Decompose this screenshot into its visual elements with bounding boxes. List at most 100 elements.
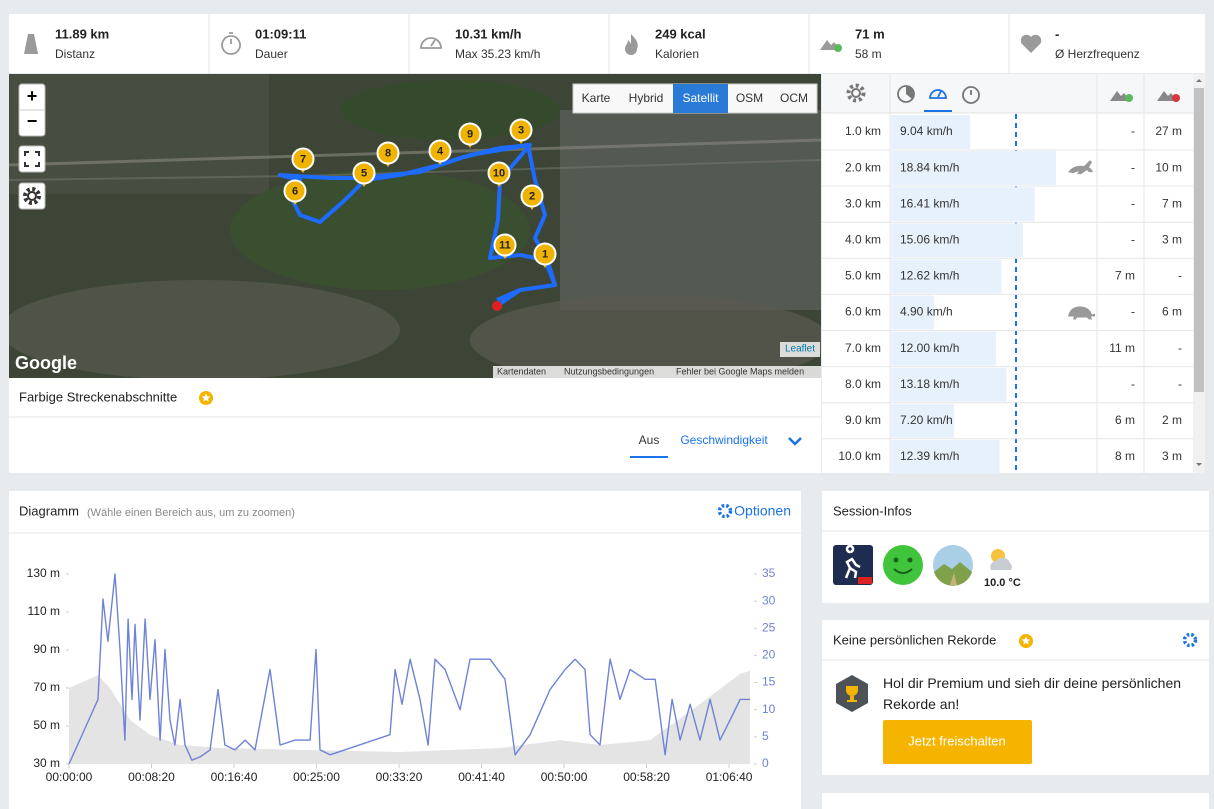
road	[9, 138, 821, 167]
elevation-area	[69, 670, 750, 764]
marker-label: 2	[529, 190, 535, 202]
split-descent: 3 m	[1162, 232, 1182, 246]
x-tick-label: 00:50:00	[541, 770, 588, 784]
layer-button[interactable]: Hybrid	[629, 91, 664, 105]
marker-label: 9	[467, 128, 473, 140]
descent-icon	[1157, 91, 1177, 101]
marker[interactable]	[376, 141, 400, 165]
stat-value: 01:09:11	[255, 26, 306, 41]
smile	[893, 568, 913, 574]
marker-label: 1	[542, 248, 548, 260]
gear-icon	[23, 187, 41, 205]
terrain	[9, 74, 269, 194]
y2-tick-label: 0	[762, 756, 769, 770]
attribution[interactable]: Fehler bei Google Maps melden	[676, 366, 804, 376]
leaflet-link[interactable]: Leaflet	[785, 344, 815, 355]
marker-label: 6	[292, 185, 298, 197]
stat-label: Kalorien	[655, 47, 699, 61]
map-settings-button[interactable]	[18, 182, 46, 210]
marker[interactable]	[352, 161, 376, 185]
attribution[interactable]: Nutzungsbedingungen	[564, 366, 654, 376]
ascent-icon	[1110, 91, 1130, 101]
layer-button[interactable]: Satellit	[682, 91, 719, 105]
time-icon[interactable]	[962, 86, 980, 104]
splits-panel	[822, 74, 1205, 473]
surface-icon	[934, 562, 972, 586]
split-speed: 15.06 km/h	[900, 232, 959, 246]
attribution[interactable]: Kartendaten	[497, 366, 546, 376]
descent-icon	[1172, 94, 1180, 102]
trophy-icon	[846, 686, 858, 702]
stat-icon	[834, 44, 842, 52]
split-distance: 9.0 km	[845, 413, 881, 427]
temperature: 10.0 °C	[984, 577, 1021, 589]
marker[interactable]	[533, 242, 557, 266]
options-link[interactable]: Optionen	[734, 503, 791, 519]
star-icon	[201, 393, 211, 402]
marker[interactable]	[520, 184, 544, 208]
leaflet-box	[780, 342, 820, 357]
layer-button[interactable]: OSM	[736, 91, 763, 105]
stat-label: Dauer	[255, 47, 288, 61]
y2-tick-label: 15	[762, 675, 776, 689]
layer-active	[673, 84, 728, 113]
y2-tick-label: 25	[762, 620, 776, 634]
records-text: Hol dir Premium und sieh dir deine persö…	[883, 675, 1182, 712]
split-ascent: -	[1131, 124, 1135, 138]
map[interactable]	[0, 74, 830, 385]
split-distance: 8.0 km	[845, 377, 881, 391]
marker-label: 7	[300, 153, 306, 165]
split-distance: 7.0 km	[845, 341, 881, 355]
split-speed: 4.90 km/h	[900, 305, 953, 319]
y-tick-label: 110 m	[28, 604, 60, 618]
marker[interactable]	[458, 122, 482, 146]
marker-label: 8	[385, 147, 391, 159]
stat-label: Ø Herzfrequenz	[1055, 47, 1140, 61]
hare-icon	[1068, 160, 1093, 175]
fullscreen-button[interactable]	[18, 145, 46, 173]
marker-label: 4	[437, 145, 444, 157]
stat-icon	[24, 34, 38, 54]
stat-icon	[420, 37, 442, 49]
split-speed: 12.62 km/h	[900, 269, 959, 283]
split-speed: 18.84 km/h	[900, 160, 959, 174]
split-speed: 7.20 km/h	[900, 413, 953, 427]
stat-value: 71 m	[855, 26, 885, 41]
marker[interactable]	[283, 179, 307, 203]
split-speed: 12.00 km/h	[900, 341, 959, 355]
split-ascent: -	[1131, 196, 1135, 210]
marker[interactable]	[428, 139, 452, 163]
segment-tab[interactable]: Aus	[639, 433, 660, 447]
segment-tab[interactable]: Geschwindigkeit	[680, 433, 768, 447]
speed-icon[interactable]	[929, 89, 947, 99]
marker-label: 11	[499, 239, 511, 251]
chevron[interactable]	[788, 437, 802, 446]
split-descent: 6 m	[1162, 305, 1182, 319]
split-ascent: -	[1131, 160, 1135, 174]
gear-icon[interactable]	[846, 83, 866, 103]
x-tick-label: 00:33:20	[376, 770, 423, 784]
layer-button[interactable]: OCM	[780, 91, 808, 105]
unlock-button[interactable]	[883, 720, 1032, 764]
stat-label: 58 m	[855, 47, 882, 61]
x-tick-label: 00:58:20	[623, 770, 670, 784]
marker[interactable]	[493, 233, 517, 257]
marker[interactable]	[509, 118, 533, 142]
stat-value: 249 kcal	[655, 26, 706, 41]
segments-panel	[9, 378, 821, 473]
gear-icon[interactable]	[1182, 632, 1198, 648]
zoom-in[interactable]: +	[27, 86, 38, 106]
segments-title: Farbige Streckenabschnitte	[19, 389, 177, 404]
zoom-out[interactable]: −	[27, 111, 38, 131]
cloud	[990, 557, 1013, 570]
x-tick-label: 00:16:40	[211, 770, 258, 784]
split-descent: -	[1178, 341, 1182, 355]
marker[interactable]	[487, 161, 511, 185]
stat-icon	[625, 34, 638, 55]
split-distance: 10.0 km	[838, 449, 881, 463]
scrollbar-thumb[interactable]	[1194, 88, 1204, 392]
layer-button[interactable]: Karte	[582, 91, 611, 105]
marker[interactable]	[291, 147, 315, 171]
unlock-button-label[interactable]: Jetzt freischalten	[908, 733, 1006, 748]
